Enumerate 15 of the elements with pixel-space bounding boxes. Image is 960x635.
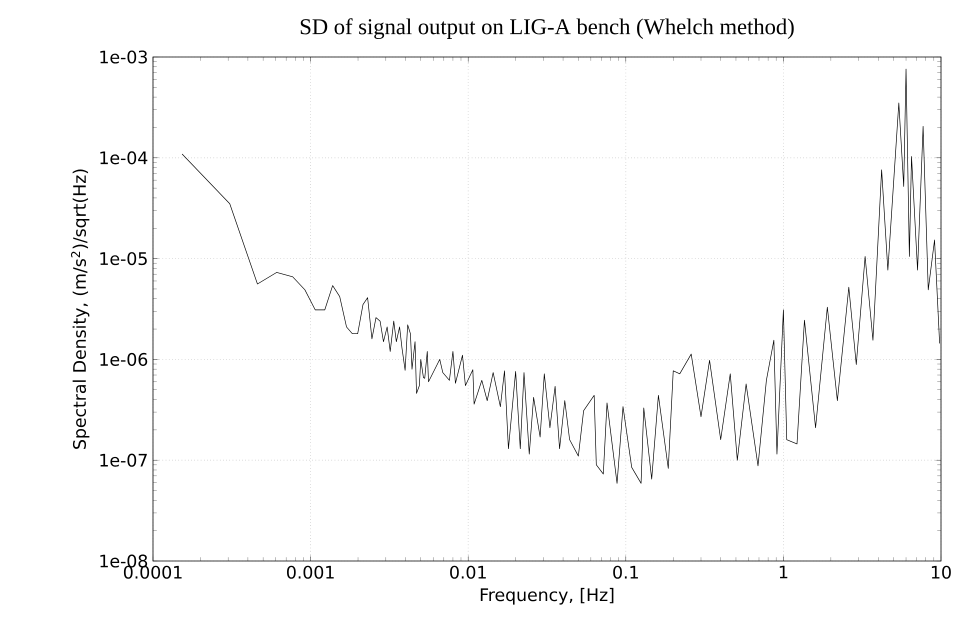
y-tick-label: 1e-05: [100, 252, 147, 266]
y-tick-label: 1e-08: [100, 554, 148, 568]
y-tick-label: 1e-07: [100, 454, 147, 467]
x-tick-label: 0.0001: [124, 566, 182, 579]
x-tick-label: 1: [780, 566, 788, 578]
x-tick-label: 0.1: [613, 566, 638, 579]
y-tick-label: 1e-03: [100, 50, 147, 64]
y-tick-label: 1e-06: [100, 352, 148, 366]
y-tick-label: 1e-04: [100, 151, 148, 164]
y-axis-title: Spectral Density, (m/s$^{2}$)/sqrt(Hz): [71, 169, 90, 449]
x-axis-title: Frequency, [Hz]: [480, 588, 614, 605]
x-tick-label: 0.01: [450, 566, 486, 579]
x-tick-label: 0.001: [287, 566, 334, 579]
x-tick-label: 10: [932, 566, 951, 579]
chart-title: SD of signal output on LIG-A bench (Whelch method): [300, 18, 794, 40]
